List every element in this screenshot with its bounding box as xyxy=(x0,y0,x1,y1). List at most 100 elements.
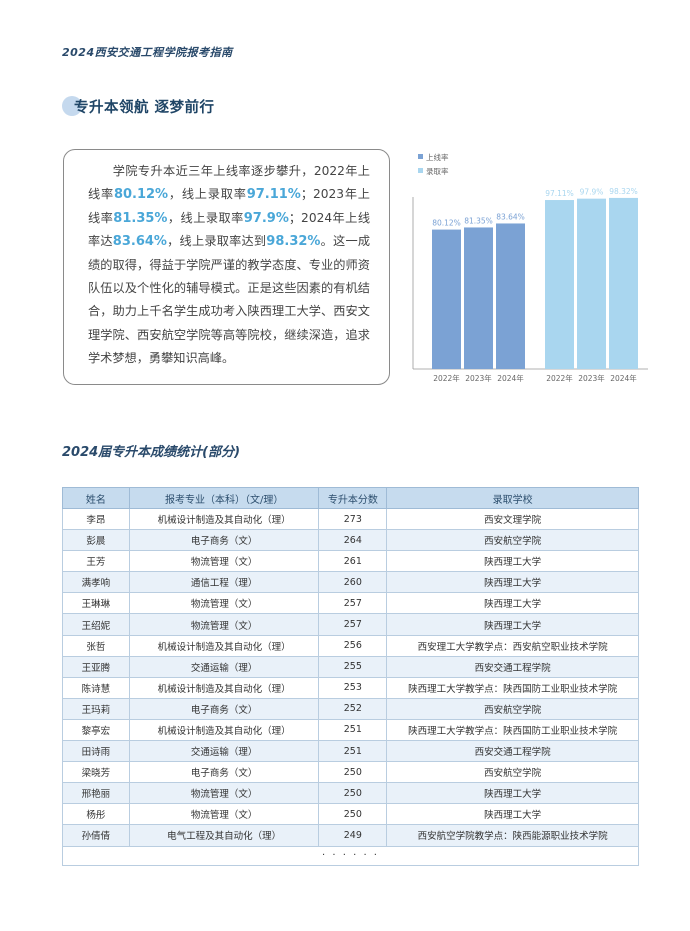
cell-name: 满孝响 xyxy=(62,571,130,594)
cell-score: 251 xyxy=(318,740,388,763)
intro-text-5: ；2024年上线率达 xyxy=(88,210,371,249)
cell-score: 264 xyxy=(318,529,388,552)
section-title: 专升本领航 逐梦前行 xyxy=(74,100,215,116)
cell-major: 机械设计制造及其自动化（理） xyxy=(128,507,320,531)
cell-score: 257 xyxy=(318,592,388,615)
cell-school: 陕西理工大学 xyxy=(386,803,639,826)
cell-score: 250 xyxy=(318,803,388,826)
cell-score: 256 xyxy=(318,634,388,657)
cell-name: 王亚腾 xyxy=(62,655,130,678)
table-row: 梁晓芳 电子商务（文） 250 西安航空学院 xyxy=(62,761,639,784)
rates-bar-chart: 上线率 录取率 80.12% 2022年 81.35% 2023年 83.64% 2024年 9… xyxy=(410,145,650,390)
cell-school: 陕西理工大学教学点：陕西国防工业职业技术学院 xyxy=(386,676,639,699)
cell-score: 250 xyxy=(318,782,388,805)
cell-school: 西安理工大学教学点：西安航空职业技术学院 xyxy=(386,634,639,657)
intro-text-1: 学院专升本近三年上线率逐步攀升，2022年上线率 xyxy=(88,164,370,202)
bar-value-label: 80.12% xyxy=(432,219,461,228)
chart-bar xyxy=(609,197,638,369)
table-row: 王琳琳 物流管理（文） 257 陕西理工大学 xyxy=(62,592,639,615)
intro-text-6: ，线上录取率达到 xyxy=(166,234,267,249)
intro-text-3: ；2023年上线率 xyxy=(88,187,370,225)
cell-major: 电子商务（文） xyxy=(128,697,320,720)
x-tick-label: 2024年 xyxy=(610,373,637,383)
bar-value-label: 98.32% xyxy=(609,187,638,196)
cell-school: 西安航空学院 xyxy=(386,761,639,784)
cell-name: 梁晓芳 xyxy=(62,761,130,784)
cell-score: 250 xyxy=(318,761,388,784)
heading-circle-decoration xyxy=(62,96,82,116)
x-tick-label: 2024年 xyxy=(497,373,524,383)
cell-major: 物流管理（文） xyxy=(128,592,320,615)
cell-major: 交通运输（理） xyxy=(128,740,320,763)
cell-score: 260 xyxy=(318,571,388,594)
cell-score: 251 xyxy=(318,718,388,742)
x-tick-label: 2022年 xyxy=(433,373,460,383)
cell-major: 电子商务（文） xyxy=(128,529,320,552)
cell-score: 249 xyxy=(318,824,388,847)
cell-major: 物流管理（文） xyxy=(128,613,320,636)
chart-bar xyxy=(432,229,461,369)
stat-2023-admit-rate: 97.9% xyxy=(243,210,289,226)
chart-bar xyxy=(464,227,493,369)
table-row: 邢艳丽 物流管理（文） 250 陕西理工大学 xyxy=(62,782,639,805)
x-tick-label: 2023年 xyxy=(578,373,605,383)
table-row: 王芳 物流管理（文） 261 陕西理工大学 xyxy=(62,550,639,573)
cell-school: 西安航空学院 xyxy=(386,697,639,720)
table-row: 陈诗慧 机械设计制造及其自动化（理） 253 陕西理工大学教学点：陕西国防工业职业技术… xyxy=(62,676,639,699)
cell-name: 王琳琳 xyxy=(62,592,130,615)
stat-2024-pass-rate: 83.64% xyxy=(112,234,167,250)
cell-name: 田诗雨 xyxy=(62,740,130,763)
cell-major: 通信工程（理） xyxy=(128,571,320,594)
header-school: 录取学校 xyxy=(386,487,639,509)
table-row: 李昂 机械设计制造及其自动化（理） 273 西安文理学院 xyxy=(62,507,639,531)
chart-bar xyxy=(577,198,606,369)
cell-school: 陕西理工大学 xyxy=(386,571,639,594)
cell-name: 王玛莉 xyxy=(62,697,130,720)
bar-value-label: 97.9% xyxy=(580,188,604,197)
intro-text-4: ，线上录取率 xyxy=(167,210,244,225)
bar-value-label: 83.64% xyxy=(496,212,525,221)
cell-name: 王绍妮 xyxy=(62,613,130,636)
cell-name: 杨彤 xyxy=(62,803,130,826)
cell-major: 物流管理（文） xyxy=(128,782,320,805)
legend-label: 录取率 xyxy=(426,166,449,176)
bar-value-label: 97.11% xyxy=(545,189,574,198)
intro-text-7: 。这一成绩的取得，得益于学院严谨的教学态度、专业的师资队伍以及个性化的辅导模式。… xyxy=(88,234,371,366)
intro-text-box: 学院专升本近三年上线率逐步攀升，2022年上线率80.12%，线上录取率97.1… xyxy=(63,149,390,385)
cell-school: 陕西理工大学教学点：陕西国防工业职业技术学院 xyxy=(386,718,639,742)
cell-major: 机械设计制造及其自动化（理） xyxy=(128,718,320,742)
cell-name: 彭晨 xyxy=(62,529,130,552)
cell-school: 西安文理学院 xyxy=(386,507,639,531)
document-header-title: 2024西安交通工程学院报考指南 xyxy=(62,46,233,59)
table-row: 王玛莉 电子商务（文） 252 西安航空学院 xyxy=(62,697,639,720)
table-ellipsis-row: · · · · · · xyxy=(62,845,639,866)
cell-name: 王芳 xyxy=(62,550,130,573)
table-row: 张哲 机械设计制造及其自动化（理） 256 西安理工大学教学点：西安航空职业技术学院 xyxy=(62,634,639,657)
stat-2024-admit-rate: 98.32% xyxy=(266,234,321,250)
header-score: 专升本分数 xyxy=(318,487,388,509)
cell-name: 邢艳丽 xyxy=(62,782,130,805)
cell-major: 物流管理（文） xyxy=(128,803,320,826)
cell-school: 陕西理工大学 xyxy=(386,550,639,573)
cell-major: 机械设计制造及其自动化（理） xyxy=(128,634,320,657)
table-title: 2024届专升本成绩统计(部分) xyxy=(62,445,241,460)
intro-text-2: ，线上录取率 xyxy=(168,187,247,202)
table-row: 王亚腾 交通运输（理） 255 西安交通工程学院 xyxy=(62,655,639,678)
stat-2023-pass-rate: 81.35% xyxy=(113,210,168,226)
cell-major: 交通运输（理） xyxy=(128,655,320,678)
cell-school: 陕西理工大学 xyxy=(386,592,639,615)
ellipsis-text: · · · · · · xyxy=(62,845,639,866)
cell-name: 黎亭宏 xyxy=(62,718,130,742)
cell-name: 张哲 xyxy=(62,634,130,657)
cell-school: 陕西理工大学 xyxy=(386,613,639,636)
chart-bar xyxy=(545,200,574,369)
cell-score: 255 xyxy=(318,655,388,678)
table-row: 孙倩倩 电气工程及其自动化（理） 249 西安航空学院教学点：陕西能源职业技术学院 xyxy=(62,824,639,847)
cell-school: 西安航空学院 xyxy=(386,529,639,552)
table-row: 田诗雨 交通运输（理） 251 西安交通工程学院 xyxy=(62,740,639,763)
table-header-row: 姓名 报考专业（本科）（文/理） 专升本分数 录取学校 xyxy=(62,487,639,509)
header-major: 报考专业（本科）（文/理） xyxy=(128,487,320,509)
cell-name: 陈诗慧 xyxy=(62,676,130,699)
table-row: 彭晨 电子商务（文） 264 西安航空学院 xyxy=(62,529,639,552)
